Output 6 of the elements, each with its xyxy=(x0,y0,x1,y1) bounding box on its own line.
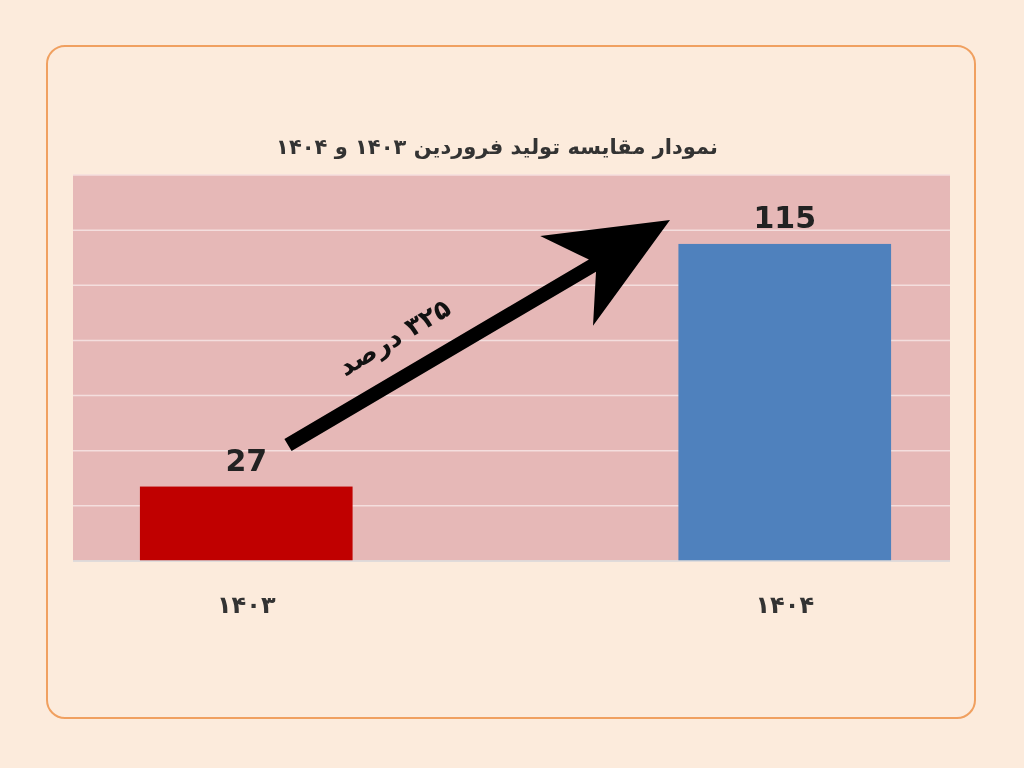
chart-title: نمودار مقایسه تولید فروردین ۱۴۰۳ و ۱۴۰۴ xyxy=(276,135,718,159)
annotation: ۳۲۵ درصد xyxy=(332,292,456,382)
data-label: 27 xyxy=(225,442,268,478)
x-tick-label: ۱۴۰۳ xyxy=(216,591,276,619)
data-label: 115 xyxy=(753,199,817,235)
x-tick-label: ۱۴۰۴ xyxy=(755,591,815,619)
